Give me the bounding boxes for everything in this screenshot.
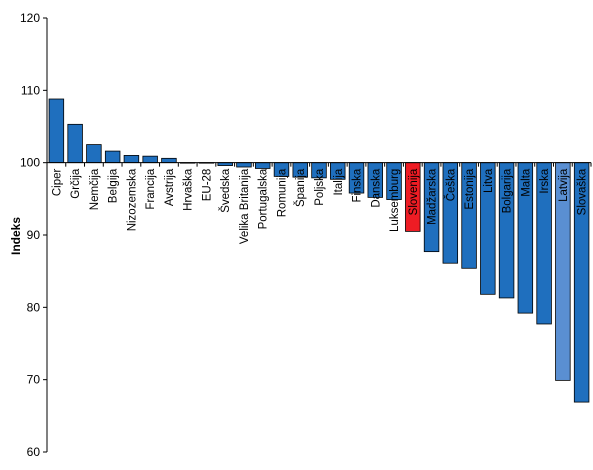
category-label: Italija: [333, 168, 345, 195]
category-label: Nemčija: [89, 168, 101, 210]
y-tick-label: 110: [21, 83, 40, 97]
y-tick-label: 100: [20, 156, 40, 170]
category-label: Portugalska: [258, 168, 270, 229]
category-label: Hrvaška: [183, 168, 195, 211]
category-label: Ciper: [51, 169, 63, 197]
category-label: Grčija: [70, 168, 82, 199]
category-label: Luksemburg: [389, 169, 401, 232]
category-label: Slovenija: [408, 168, 420, 215]
category-label: Slovaška: [577, 168, 589, 215]
bar-belgija: [104, 150, 121, 164]
category-label: Francija: [145, 168, 157, 210]
bar-avstrija: [161, 157, 177, 164]
bar-ciper: [48, 98, 65, 164]
y-tick-label: 90: [27, 228, 41, 242]
bar-portugalska: [255, 162, 271, 169]
category-label: Bolgarija: [502, 168, 514, 213]
y-axis-title: Indeks: [9, 217, 23, 255]
bar-nizozemska: [123, 155, 140, 164]
category-label: Češka: [444, 168, 457, 201]
y-tick-label: 120: [20, 11, 40, 25]
y-tick-label: 70: [27, 373, 41, 387]
bar-velika-britanija: [236, 162, 252, 168]
category-label: Poljska: [314, 168, 326, 206]
category-label: Španija: [294, 168, 307, 207]
category-label: Nizozemska: [126, 168, 138, 231]
category-label: Estonija: [464, 168, 476, 210]
category-label: Avstrija: [164, 168, 176, 206]
category-label: Velika Britanija: [239, 168, 251, 244]
y-tick-label: 60: [27, 445, 41, 459]
category-label: Finska: [352, 168, 364, 202]
category-label: Danska: [370, 168, 382, 208]
category-label: Švedska: [219, 168, 232, 213]
category-labels-group: Ciper Grčija Nemčija Belgija Nizozemska Franc…: [51, 168, 588, 244]
category-label: Romunija: [276, 168, 288, 217]
bar-francija: [142, 155, 158, 164]
bar-nem-ija: [86, 144, 102, 164]
category-label: EU-28: [201, 169, 213, 202]
category-label: Madžarska: [427, 168, 439, 225]
category-label: Latvija: [558, 168, 570, 202]
category-label: Belgija: [108, 168, 120, 203]
category-label: Irska: [539, 168, 551, 194]
y-ticks-group: 60 70 80 90 100 110 120: [20, 11, 47, 459]
bar-gr-ija: [67, 123, 83, 164]
y-tick-label: 80: [27, 300, 41, 314]
bars-group: [48, 98, 590, 403]
category-label: Litva: [483, 168, 495, 193]
category-label: Malta: [520, 168, 532, 197]
